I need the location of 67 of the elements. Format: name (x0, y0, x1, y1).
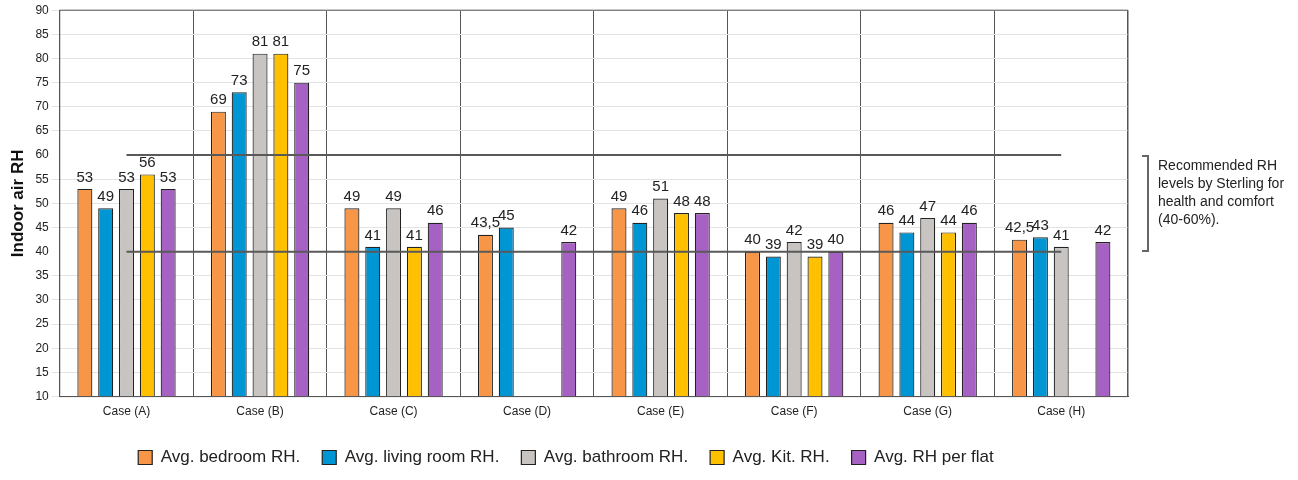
data-label: 49 (343, 186, 361, 204)
y-tick-label: 25 (35, 316, 50, 331)
data-label: 46 (961, 201, 978, 219)
data-label: 41 (364, 225, 382, 243)
data-label: 46 (877, 201, 895, 219)
legend-label: Avg. bathroom RH. (543, 447, 689, 467)
data-label: 49 (610, 186, 628, 204)
x-tick-label: Case (G) (903, 404, 953, 419)
data-label: 47 (919, 196, 937, 214)
data-label: 75 (293, 61, 311, 79)
data-label: 39 (806, 235, 824, 253)
data-label: 40 (827, 230, 845, 248)
data-label: 41 (1052, 225, 1070, 243)
legend-label: Avg. living room RH. (344, 447, 500, 467)
data-label: 81 (251, 32, 269, 50)
x-tick-label: Case (A) (102, 404, 151, 419)
data-label: 69 (210, 90, 227, 108)
data-label: 41 (406, 225, 423, 243)
data-label: 42,5 (1004, 218, 1035, 236)
y-tick-label: 35 (35, 268, 50, 283)
data-label: 44 (940, 211, 957, 229)
data-label: 46 (426, 201, 444, 219)
data-label: 42 (785, 220, 803, 238)
y-tick-label: 40 (35, 244, 50, 259)
y-tick-label: 20 (35, 340, 50, 355)
y-tick-label: 10 (35, 388, 50, 403)
data-label: 49 (97, 186, 115, 204)
y-tick-label: 65 (35, 123, 50, 138)
text: Recommended RH levels by Sterling for health and comfort (40-60%). (1158, 156, 1285, 227)
y-tick-label: 85 (35, 26, 50, 41)
data-label: 53 (76, 167, 94, 185)
data-label: 42 (560, 220, 578, 238)
data-label: 42 (1094, 220, 1112, 238)
x-tick-label: Case (H) (1037, 404, 1086, 419)
data-label: 44 (898, 211, 916, 229)
data-label: 53 (118, 167, 135, 185)
legend-label: Avg. Kit. RH. (732, 447, 830, 467)
x-tick-label: Case (D) (503, 404, 552, 419)
y-tick-label: 50 (35, 195, 50, 210)
legend-label: Avg. bedroom RH. (160, 447, 301, 467)
data-label: 43 (1032, 215, 1049, 233)
data-label: 56 (139, 153, 156, 171)
data-label: 49 (385, 186, 402, 204)
data-label: 40 (744, 230, 761, 248)
y-tick-label: 70 (35, 99, 50, 114)
data-label: 48 (673, 191, 690, 209)
data-label: 73 (230, 70, 248, 88)
data-label: 81 (272, 32, 290, 50)
data-label: 53 (159, 167, 177, 185)
x-tick-label: Case (C) (369, 404, 418, 419)
y-tick-label: 15 (35, 364, 50, 379)
y-tick-label: 75 (35, 74, 50, 89)
y-tick-label: 30 (35, 292, 50, 307)
x-tick-label: Case (F) (770, 404, 818, 419)
data-label: 46 (631, 201, 649, 219)
y-tick-label: 90 (35, 2, 50, 17)
data-label: 39 (765, 235, 782, 253)
y-tick-label: 60 (35, 147, 50, 162)
legend-label: Avg. RH per flat (874, 447, 995, 467)
x-tick-label: Case (E) (636, 404, 685, 419)
y-axis-title: Indoor air RH (7, 149, 27, 258)
data-label: 48 (693, 191, 711, 209)
y-tick-label: 80 (35, 50, 50, 65)
x-tick-label: Case (B) (236, 404, 284, 419)
y-tick-label: 45 (35, 219, 50, 234)
y-tick-label: 55 (35, 171, 50, 186)
data-label: 51 (652, 177, 669, 195)
